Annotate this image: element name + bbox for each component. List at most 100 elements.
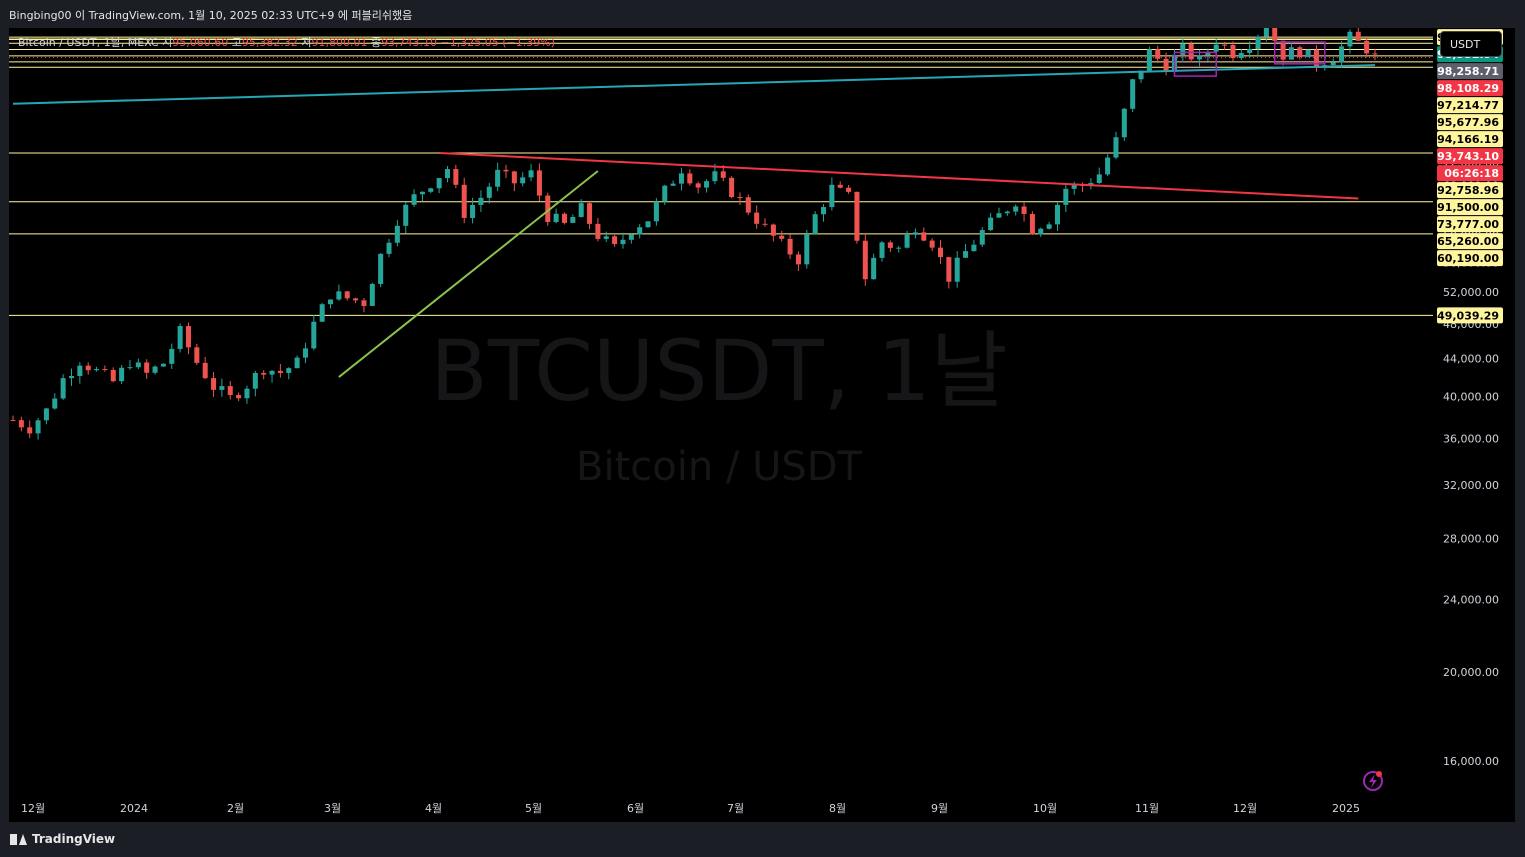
y-tick-label: 16,000.00 — [1443, 755, 1499, 768]
x-tick-label: 11월 — [1135, 802, 1159, 815]
candle-body — [211, 378, 217, 390]
candle-body — [804, 234, 810, 265]
candle-body — [687, 173, 693, 184]
candle-body — [344, 291, 350, 299]
candle-body — [1288, 47, 1294, 60]
price-label-text: 91,500.00 — [1437, 201, 1499, 214]
candle-body — [194, 347, 200, 363]
candle-body — [60, 378, 66, 399]
legend-change: −1,325.05 (−1.39%) — [441, 36, 555, 49]
x-tick-label: 5월 — [525, 802, 542, 815]
candle-body — [637, 227, 643, 235]
candle-body — [1004, 211, 1010, 214]
price-label-box — [1437, 114, 1503, 131]
candle-body — [846, 187, 852, 192]
candle-body — [737, 197, 743, 199]
price-label-text: 94,166.19 — [1437, 133, 1499, 146]
candle-body — [202, 362, 208, 379]
candle-body — [1347, 31, 1353, 47]
candle-body — [386, 242, 392, 254]
chart-area[interactable]: BTCUSDT, 1날 Bitcoin / USDT Bitcoin / USDT,… — [9, 28, 1515, 822]
candle-body — [444, 169, 451, 179]
tradingview-logo[interactable]: TradingView — [10, 832, 115, 846]
candle-body — [570, 217, 576, 223]
candle-body — [921, 232, 927, 241]
candle-body — [236, 395, 242, 399]
candle-body — [68, 375, 74, 379]
time-axis: 12월 2024 2월 3월 4월 5월 6월 7월 8월 9월 10월 11월 12월 2025 — [21, 802, 1360, 815]
candle-body — [1146, 49, 1152, 71]
price-label-box — [1437, 165, 1503, 182]
candle-body — [704, 181, 710, 188]
candle-body — [628, 234, 634, 240]
candle-body — [219, 386, 225, 390]
price-label-text: 95,677.96 — [1437, 116, 1499, 129]
brand-text: TradingView — [32, 832, 116, 846]
price-label-box — [1437, 216, 1503, 233]
candle-body — [929, 240, 935, 248]
y-tick-label: 32,000.00 — [1443, 479, 1499, 492]
x-tick-label: 3월 — [324, 802, 341, 815]
candle-body — [261, 372, 267, 375]
candle-body — [378, 253, 384, 284]
candle-body — [144, 362, 150, 373]
price-label-text: 93,743.10 — [1437, 150, 1499, 163]
publish-header: Bingbing00 이 TradingView.com, 1월 10, 202… — [0, 0, 1525, 28]
x-tick-label: 8월 — [829, 802, 846, 815]
candle-body — [561, 213, 567, 223]
trendline-teal — [12, 64, 1376, 105]
range-box — [1273, 41, 1326, 65]
candle-body — [528, 170, 534, 178]
x-tick-label: 2025 — [1332, 802, 1360, 815]
currency-button[interactable]: USDT — [1440, 31, 1502, 57]
candle-body — [1205, 51, 1211, 56]
candle-body — [603, 236, 609, 239]
candle-body — [787, 238, 793, 255]
price-label-text: 73,777.00 — [1437, 218, 1499, 231]
candle-body — [971, 244, 977, 252]
candle-body — [169, 348, 175, 364]
y-tick-label: 20,000.00 — [1443, 666, 1499, 679]
candle-body — [1330, 62, 1336, 66]
candle-body — [620, 239, 626, 245]
candle-body — [43, 408, 49, 421]
candle-body — [662, 185, 668, 202]
candle-body — [862, 240, 868, 280]
price-label-text: 49,039.29 — [1437, 309, 1499, 322]
candle-body — [369, 283, 375, 306]
y-tick-label: 28,000.00 — [1443, 532, 1499, 545]
candle-body — [1063, 188, 1069, 205]
candle-body — [653, 201, 659, 222]
candle-body — [503, 169, 509, 172]
candle-body — [762, 223, 768, 225]
price-label-box — [1437, 80, 1503, 97]
legend-high-value: 95,382.32 — [242, 36, 301, 49]
candle-body — [988, 217, 994, 231]
candle-body — [495, 169, 501, 187]
candle-body — [1113, 137, 1119, 158]
candle-body — [578, 203, 584, 218]
candlestick-chart[interactable]: BTCUSDT, 1날 Bitcoin / USDT Bitcoin / USDT,… — [9, 28, 1515, 822]
candle-body — [252, 372, 258, 389]
candle-body — [670, 183, 676, 186]
candle-body — [946, 257, 952, 282]
candle-body — [545, 195, 551, 223]
candle-body — [954, 257, 960, 282]
price-label-box — [1437, 97, 1503, 114]
price-label-box — [1437, 199, 1503, 216]
candle-body — [411, 194, 417, 205]
legend-low-label: 저 — [301, 36, 311, 49]
candle-body — [1263, 28, 1269, 37]
price-label-text: 97,214.77 — [1437, 99, 1499, 112]
candle-body — [18, 420, 24, 428]
candle-body — [587, 203, 593, 224]
candle-body — [1222, 44, 1228, 46]
x-tick-label: 6월 — [627, 802, 644, 815]
candle-body — [1130, 79, 1136, 109]
candle-body — [720, 171, 726, 178]
price-label-text: 92,758.96 — [1437, 184, 1499, 197]
candle-body — [77, 365, 83, 376]
candle-body — [127, 367, 133, 369]
y-tick-label: 52,000.00 — [1443, 286, 1499, 299]
candle-body — [996, 213, 1002, 218]
